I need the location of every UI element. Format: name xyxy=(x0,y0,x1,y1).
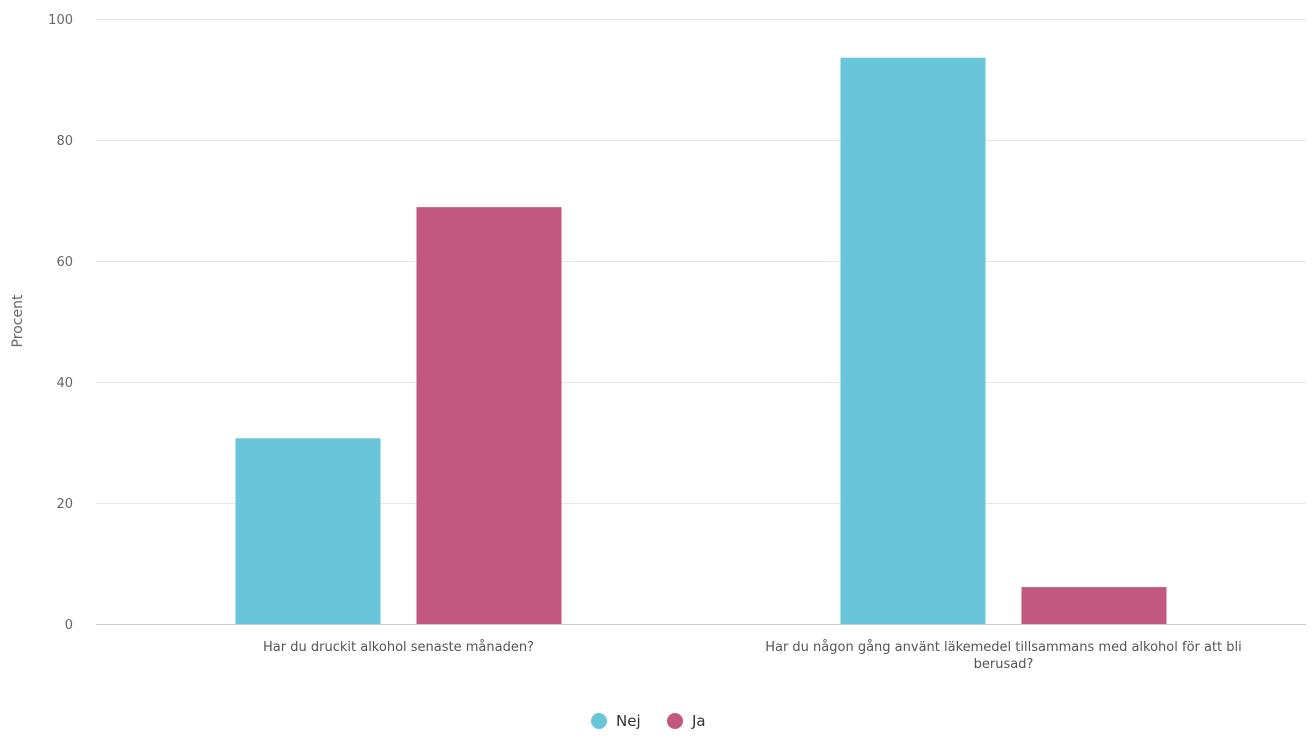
y-axis-ticks: 0 20 40 60 80 100 xyxy=(48,13,73,633)
bar-nej xyxy=(235,438,381,624)
y-tick-label: 40 xyxy=(56,376,73,391)
legend-label: Ja xyxy=(691,712,706,730)
x-category-label: Har du någon gång använt läkemedel tills… xyxy=(765,640,1242,655)
legend-marker xyxy=(591,713,607,729)
legend: Nej Ja xyxy=(591,712,706,730)
y-tick-label: 20 xyxy=(56,497,73,512)
legend-label: Nej xyxy=(616,712,641,730)
bars xyxy=(235,57,1167,625)
x-category-label: berusad? xyxy=(974,657,1034,672)
x-category-label: Har du druckit alkohol senaste månaden? xyxy=(263,640,534,655)
y-tick-label: 0 xyxy=(65,618,73,633)
legend-item-nej[interactable]: Nej xyxy=(591,712,641,730)
bar-ja xyxy=(1021,587,1167,624)
x-axis-categories: Har du druckit alkohol senaste månaden? H… xyxy=(263,640,1242,672)
y-tick-label: 60 xyxy=(56,255,73,270)
y-axis-title: Procent xyxy=(10,294,26,347)
legend-item-ja[interactable]: Ja xyxy=(667,712,706,730)
y-tick-label: 100 xyxy=(48,13,73,28)
bar-ja xyxy=(416,207,562,624)
y-tick-label: 80 xyxy=(56,134,73,149)
bar-nej xyxy=(840,57,986,625)
legend-marker xyxy=(667,713,683,729)
